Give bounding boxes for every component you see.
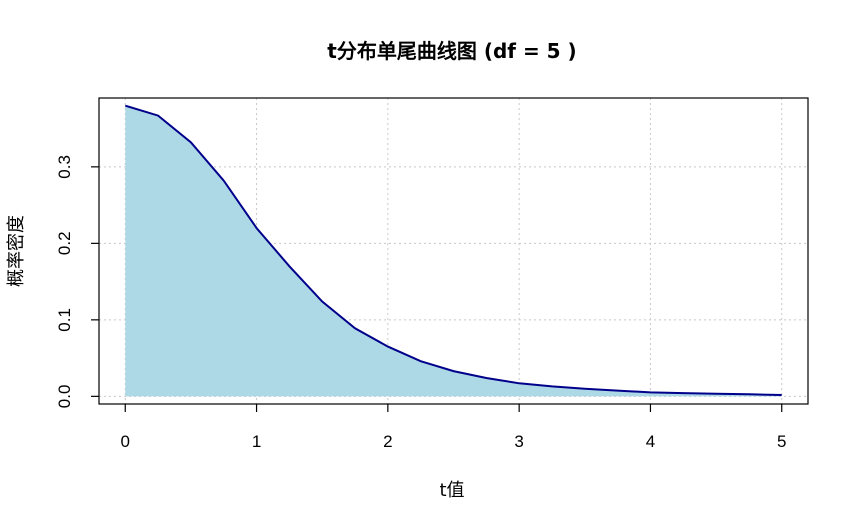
x-axis-label: t值 bbox=[439, 480, 464, 501]
chart-title: t分布单尾曲线图 (df = 5 ) bbox=[327, 39, 576, 63]
plot-frame bbox=[98, 97, 809, 405]
y-tick-label-0.2: 0.2 bbox=[55, 231, 74, 255]
x-tick-label-5: 5 bbox=[777, 432, 786, 451]
x-axis: 0 1 2 3 4 5 bbox=[121, 404, 786, 451]
x-tick-label-0: 0 bbox=[121, 432, 130, 451]
y-tick-label-0.0: 0.0 bbox=[55, 385, 74, 409]
density-area bbox=[125, 105, 782, 397]
density-curve bbox=[125, 104, 782, 396]
y-axis-label: 概率密度 bbox=[6, 215, 27, 287]
y-tick-label-0.1: 0.1 bbox=[55, 308, 74, 332]
x-tick-label-2: 2 bbox=[383, 432, 392, 451]
x-tick-label-1: 1 bbox=[252, 432, 261, 451]
x-tick-label-4: 4 bbox=[646, 432, 655, 451]
x-tick-label-3: 3 bbox=[514, 432, 523, 451]
y-axis: 0.0 0.1 0.2 0.3 bbox=[55, 155, 99, 408]
y-tick-label-0.3: 0.3 bbox=[55, 155, 74, 179]
